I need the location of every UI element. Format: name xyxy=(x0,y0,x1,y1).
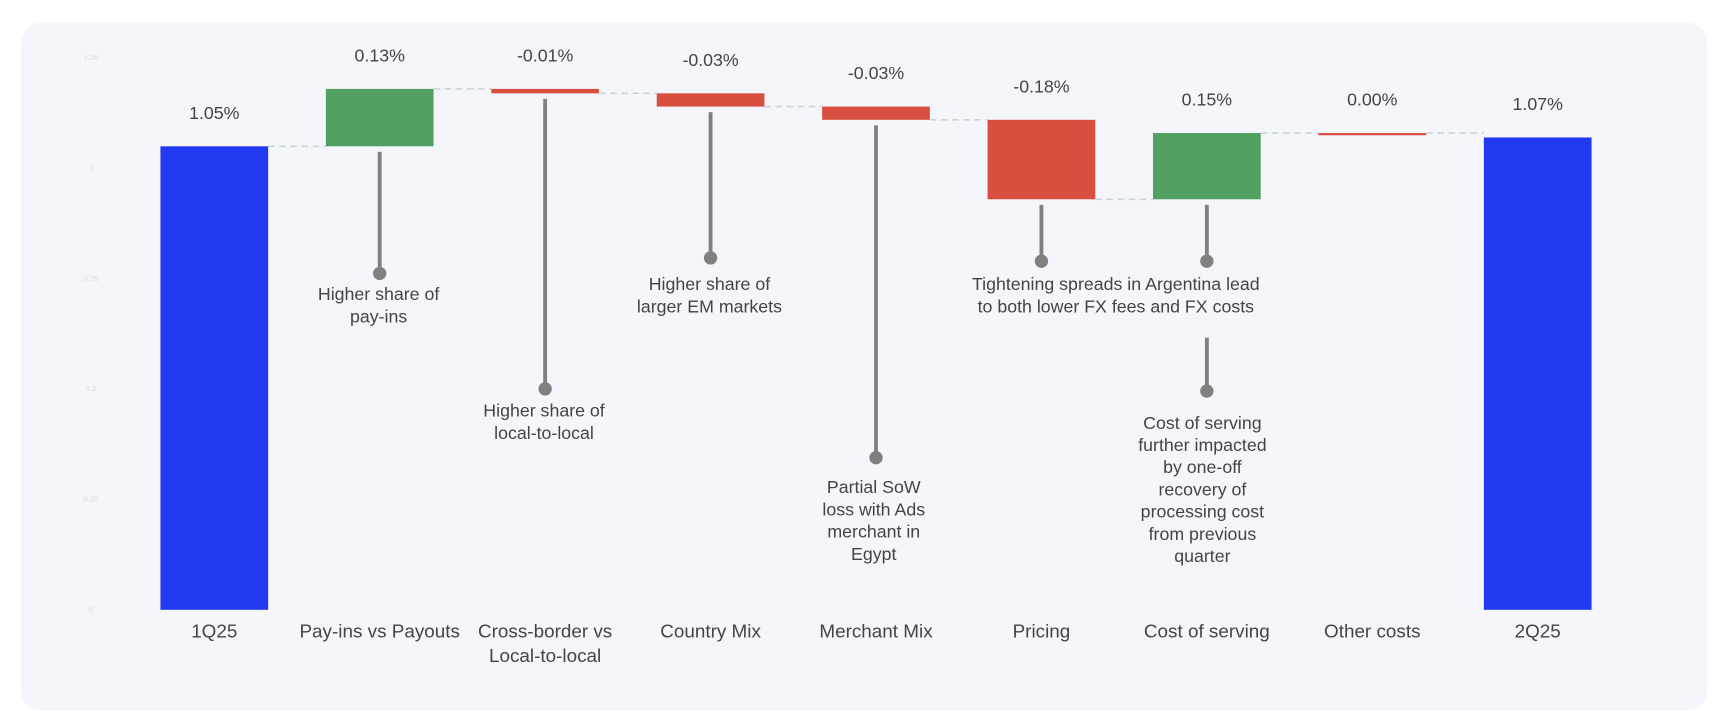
value-label: 1.05% xyxy=(189,103,240,123)
value-label: 0.13% xyxy=(355,45,406,65)
bar xyxy=(1153,133,1261,200)
x-tick-label: Other costs xyxy=(1324,620,1421,643)
bar xyxy=(656,93,765,107)
annotation-dot xyxy=(1200,384,1214,398)
value-label: 0.15% xyxy=(1182,90,1233,110)
x-tick-label-box: 2Q25 xyxy=(1514,620,1561,643)
annotation-dot xyxy=(1034,254,1049,268)
value-label: -0.03% xyxy=(682,50,738,70)
x-tick-label: Pricing xyxy=(1012,620,1071,643)
value-label: -0.01% xyxy=(517,45,573,65)
y-tick-label: 0 xyxy=(89,605,94,614)
y-tick-label: 0.5 xyxy=(86,384,97,393)
annotation-box: Cost of serving further impacted by one-… xyxy=(1138,414,1267,567)
annotation: Higher share of larger EM markets xyxy=(636,275,783,317)
annotation-dot xyxy=(703,251,718,265)
x-tick-label: Merchant Mix xyxy=(819,620,933,643)
value-label: -0.18% xyxy=(1013,76,1069,96)
x-tick-label: 1Q25 xyxy=(191,620,238,643)
x-tick-label-box: Country Mix xyxy=(660,620,761,643)
x-tick-label: Country Mix xyxy=(660,620,761,643)
annotation-dot xyxy=(538,382,552,396)
annotation: Cost of serving further impacted by one-… xyxy=(1138,414,1267,567)
x-tick-label: Pay-ins vs Payouts xyxy=(299,620,460,643)
y-tick-label: 0.75 xyxy=(83,274,98,283)
annotation-box: Tightening spreads in Argentina lead to … xyxy=(971,275,1260,317)
x-tick-label-box: Cost of serving xyxy=(1143,620,1270,643)
annotation: Higher share of local-to-local xyxy=(483,402,605,444)
bar xyxy=(491,88,599,94)
x-tick-label-box: 1Q25 xyxy=(191,620,238,643)
annotation: Tightening spreads in Argentina lead to … xyxy=(971,275,1260,317)
y-tick-label: 0.25 xyxy=(83,494,98,503)
x-tick-label-box: Other costs xyxy=(1324,620,1421,643)
value-label: 0.00% xyxy=(1347,90,1398,110)
x-tick-label: 2Q25 xyxy=(1514,620,1561,643)
x-tick-label-box: Pricing xyxy=(1012,620,1071,643)
bar xyxy=(325,88,434,147)
y-tick-label: 1 xyxy=(89,163,93,172)
x-tick-label: Cost of serving xyxy=(1143,620,1270,643)
x-tick-label: Cross-border vs Local-to-local xyxy=(478,620,613,667)
annotation-box: Higher share of pay-ins xyxy=(317,285,440,327)
panel xyxy=(21,22,1708,711)
value-label: 1.07% xyxy=(1513,94,1564,114)
bar xyxy=(1483,137,1592,610)
annotation-dot xyxy=(869,451,883,465)
bar xyxy=(822,106,930,120)
annotation: Partial SoW loss with Ads merchant in Eg… xyxy=(822,478,926,565)
bar xyxy=(160,146,269,610)
annotation-dot xyxy=(373,266,387,281)
bar xyxy=(987,119,1096,200)
annotation-box: Higher share of larger EM markets xyxy=(636,275,783,317)
x-tick-label-box: Cross-border vs Local-to-local xyxy=(478,620,613,667)
x-tick-label-box: Merchant Mix xyxy=(819,620,933,643)
annotation-box: Higher share of local-to-local xyxy=(483,402,605,444)
value-label: -0.03% xyxy=(848,63,904,83)
annotation-box: Partial SoW loss with Ads merchant in Eg… xyxy=(822,478,926,565)
bar xyxy=(1318,133,1427,136)
x-tick-label-box: Pay-ins vs Payouts xyxy=(299,620,460,643)
annotation-dot xyxy=(1200,254,1214,268)
annotation: Higher share of pay-ins xyxy=(317,285,440,327)
y-tick-label: 1.25 xyxy=(83,53,98,62)
